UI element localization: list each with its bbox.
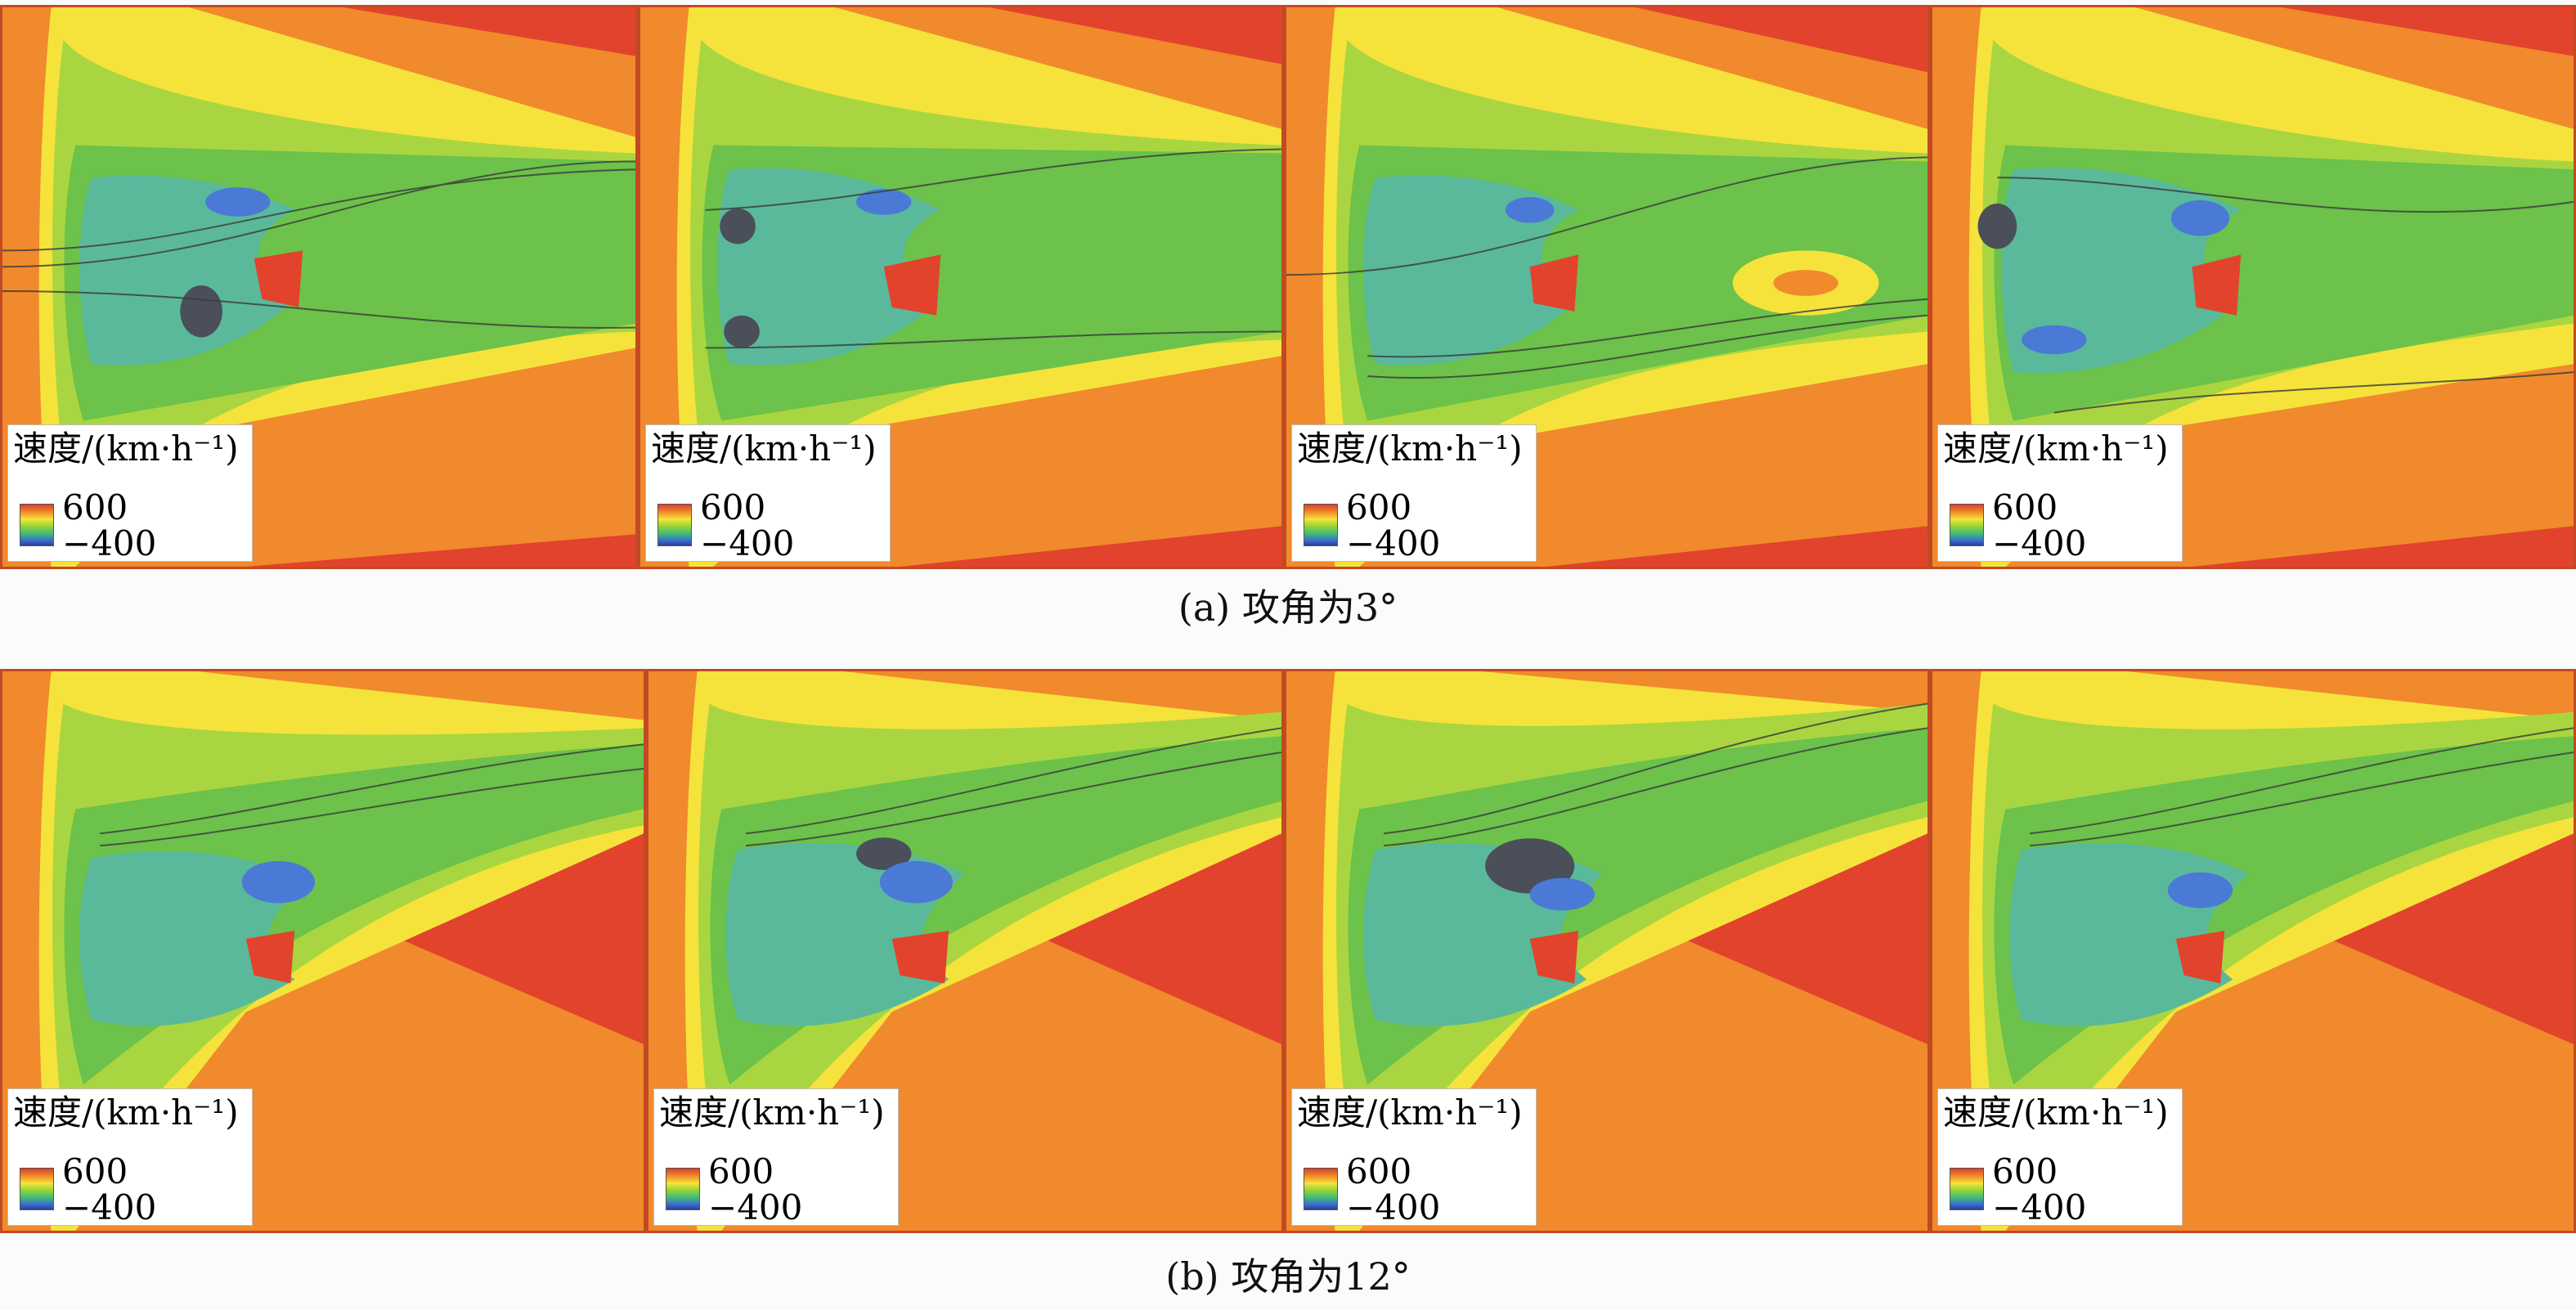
legend-max-value: 600 bbox=[1346, 487, 1412, 527]
color-legend: 速度/(km·h⁻¹) 600 −400 bbox=[1291, 1088, 1537, 1226]
color-legend: 速度/(km·h⁻¹) 600 −400 bbox=[7, 1088, 253, 1226]
figure-row-a: 速度/(km·h⁻¹) 600 −400 速度/(km·h⁻¹) bbox=[0, 5, 2576, 569]
colorbar bbox=[1304, 1168, 1338, 1210]
legend-min-value: −400 bbox=[1992, 1187, 2087, 1227]
flow-panel-b3: 速度/(km·h⁻¹) 600 −400 bbox=[1284, 669, 1930, 1233]
legend-title: 速度/(km·h⁻¹) bbox=[1943, 1092, 2169, 1133]
caption-a: (a) 攻角为3° bbox=[1178, 585, 1398, 630]
legend-max-value: 600 bbox=[700, 487, 766, 527]
legend-title: 速度/(km·h⁻¹) bbox=[13, 428, 239, 469]
flow-panel-a1: 速度/(km·h⁻¹) 600 −400 bbox=[0, 5, 638, 569]
colorbar bbox=[20, 504, 54, 546]
legend-min-value: −400 bbox=[1346, 523, 1441, 563]
legend-max-value: 600 bbox=[1346, 1151, 1412, 1191]
colorbar bbox=[20, 1168, 54, 1210]
legend-title: 速度/(km·h⁻¹) bbox=[659, 1092, 885, 1133]
flow-panel-a3: 速度/(km·h⁻¹) 600 −400 bbox=[1284, 5, 1930, 569]
legend-title: 速度/(km·h⁻¹) bbox=[13, 1092, 239, 1133]
color-legend: 速度/(km·h⁻¹) 600 −400 bbox=[645, 424, 891, 562]
color-legend: 速度/(km·h⁻¹) 600 −400 bbox=[1291, 424, 1537, 562]
color-legend: 速度/(km·h⁻¹) 600 −400 bbox=[7, 424, 253, 562]
colorbar bbox=[657, 504, 692, 546]
legend-title: 速度/(km·h⁻¹) bbox=[1297, 428, 1523, 469]
color-legend: 速度/(km·h⁻¹) 600 −400 bbox=[653, 1088, 899, 1226]
colorbar bbox=[1950, 1168, 1984, 1210]
colorbar bbox=[1950, 504, 1984, 546]
legend-min-value: −400 bbox=[62, 1187, 157, 1227]
figure-row-b: 速度/(km·h⁻¹) 600 −400 速度/(km·h⁻¹) 600 bbox=[0, 669, 2576, 1233]
color-legend: 速度/(km·h⁻¹) 600 −400 bbox=[1937, 1088, 2183, 1226]
legend-min-value: −400 bbox=[62, 523, 157, 563]
legend-min-value: −400 bbox=[1346, 1187, 1441, 1227]
legend-max-value: 600 bbox=[1992, 1151, 2058, 1191]
velocity-contour-b1 bbox=[2, 671, 644, 1231]
flow-panel-b2: 速度/(km·h⁻¹) 600 −400 bbox=[646, 669, 1284, 1233]
flow-panel-a2: 速度/(km·h⁻¹) 600 −400 bbox=[638, 5, 1284, 569]
legend-max-value: 600 bbox=[708, 1151, 774, 1191]
legend-min-value: −400 bbox=[700, 523, 795, 563]
legend-max-value: 600 bbox=[62, 487, 128, 527]
velocity-contour-b3 bbox=[1286, 671, 1928, 1231]
caption-b: (b) 攻角为12° bbox=[1165, 1254, 1411, 1299]
legend-title: 速度/(km·h⁻¹) bbox=[1297, 1092, 1523, 1133]
legend-title: 速度/(km·h⁻¹) bbox=[1943, 428, 2169, 469]
color-legend: 速度/(km·h⁻¹) 600 −400 bbox=[1937, 424, 2183, 562]
colorbar bbox=[1304, 504, 1338, 546]
colorbar bbox=[666, 1168, 700, 1210]
velocity-contour-a3 bbox=[1286, 7, 1928, 567]
legend-min-value: −400 bbox=[708, 1187, 803, 1227]
legend-max-value: 600 bbox=[1992, 487, 2058, 527]
flow-panel-b1: 速度/(km·h⁻¹) 600 −400 bbox=[0, 669, 646, 1233]
legend-title: 速度/(km·h⁻¹) bbox=[651, 428, 877, 469]
legend-max-value: 600 bbox=[62, 1151, 128, 1191]
flow-panel-b4: 速度/(km·h⁻¹) 600 −400 bbox=[1930, 669, 2576, 1233]
flow-panel-a4: 速度/(km·h⁻¹) 600 −400 bbox=[1930, 5, 2576, 569]
legend-min-value: −400 bbox=[1992, 523, 2087, 563]
